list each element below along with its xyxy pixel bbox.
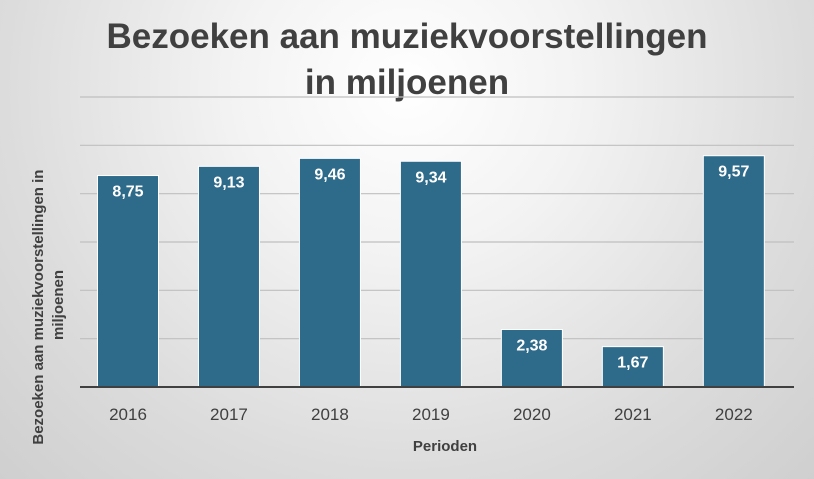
chart-title-line-1: Bezoeken aan muziekvoorstellingen [106, 17, 708, 56]
bar-2018 [298, 157, 361, 388]
bar-2019 [399, 160, 462, 388]
data-label-2022: 9,57 [718, 164, 749, 181]
bar-2017 [197, 165, 260, 388]
y-axis-title-line-1: Bezoeken aan muziekvoorstellingen in [30, 170, 47, 445]
x-tick-label-2019: 2019 [412, 405, 450, 424]
x-tick-label-2017: 2017 [210, 405, 248, 424]
data-label-2019: 9,34 [415, 169, 446, 186]
data-label-2016: 8,75 [112, 184, 143, 201]
x-tick-label-2021: 2021 [614, 405, 652, 424]
data-label-2020: 2,38 [516, 337, 547, 354]
y-axis-title-line-2: miljoenen [50, 270, 67, 340]
x-tick-label-2022: 2022 [715, 405, 753, 424]
x-tick-label-2018: 2018 [311, 405, 349, 424]
x-tick-labels: 2016 2017 2018 2019 2020 2021 2022 [109, 405, 753, 424]
bar-2021 [601, 346, 664, 388]
bar-2022 [702, 155, 765, 388]
bar-2020 [500, 328, 563, 388]
data-label-2021: 1,67 [617, 355, 648, 372]
x-tick-label-2016: 2016 [109, 405, 147, 424]
chart-title: Bezoeken aan muziekvoorstellingen in mil… [0, 14, 814, 106]
data-label-2017: 9,13 [213, 174, 244, 191]
y-axis-title: Bezoeken aan muziekvoorstellingen in mil… [30, 165, 67, 444]
bars: 8,75 9,13 9,46 9,34 2,38 1,67 9,57 [97, 155, 765, 388]
bar-2016 [97, 175, 159, 388]
x-axis-title: Perioden [413, 438, 477, 455]
chart-title-line-2: in miljoenen [304, 63, 510, 102]
data-label-2018: 9,46 [314, 166, 345, 183]
x-tick-label-2020: 2020 [513, 405, 551, 424]
